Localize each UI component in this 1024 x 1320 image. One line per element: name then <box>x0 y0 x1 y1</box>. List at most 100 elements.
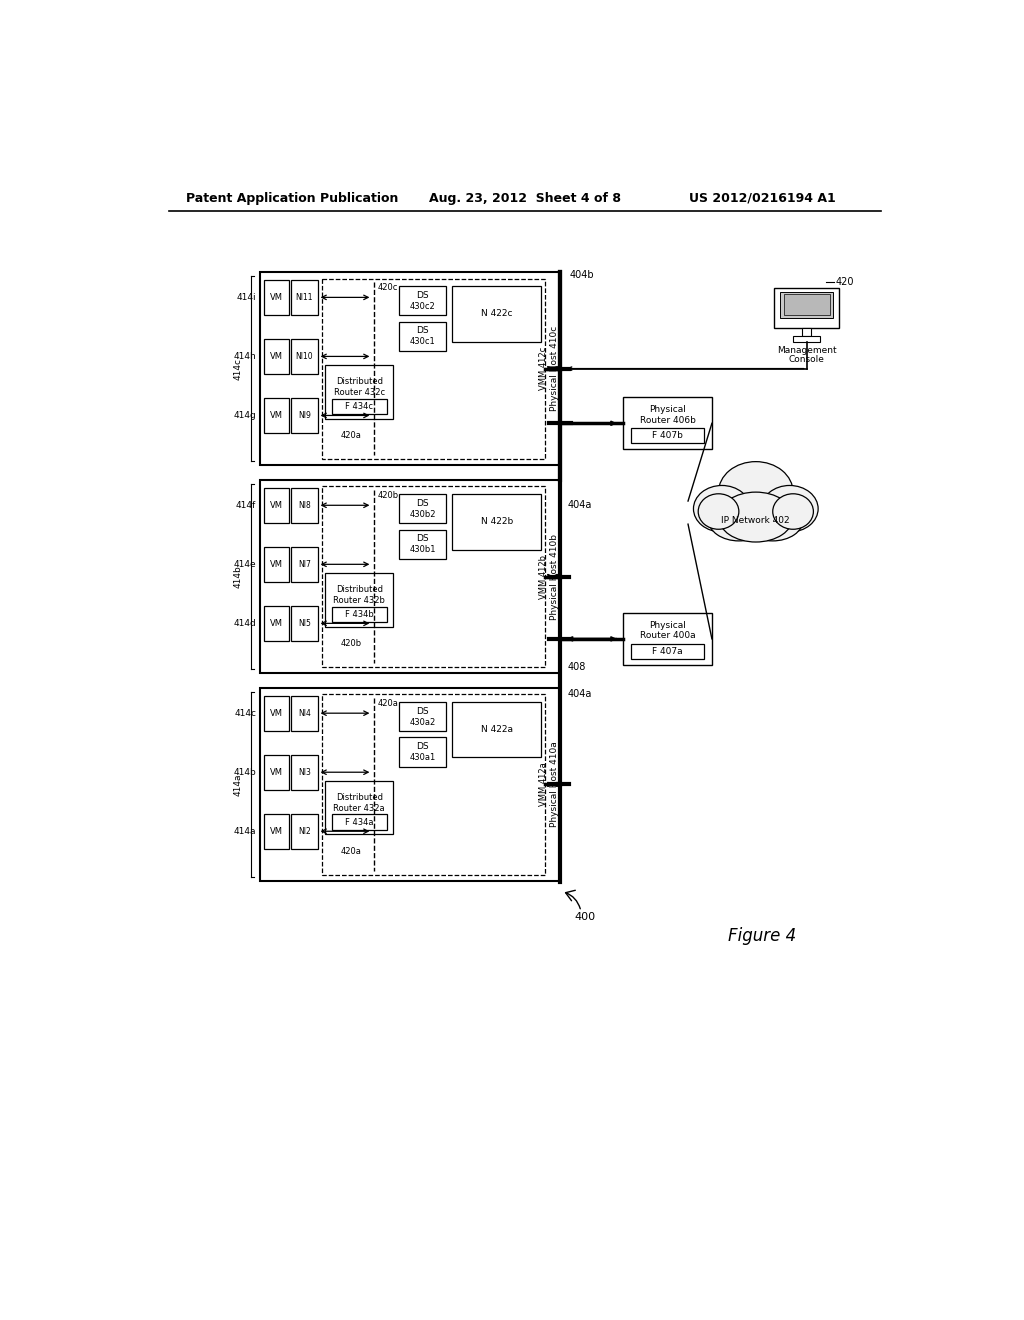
Bar <box>326 364 393 418</box>
Text: Figure 4: Figure 4 <box>728 927 796 945</box>
Bar <box>624 612 712 665</box>
Bar <box>398 702 446 731</box>
Text: DS: DS <box>416 742 429 751</box>
Bar <box>326 780 393 834</box>
Text: 430b2: 430b2 <box>410 510 435 519</box>
Text: 404a: 404a <box>568 500 592 510</box>
Bar <box>398 322 446 351</box>
Text: 430c1: 430c1 <box>410 337 435 346</box>
Bar <box>631 428 705 444</box>
Text: 420: 420 <box>836 277 854 286</box>
Bar <box>398 286 446 315</box>
Bar <box>264 488 289 523</box>
Text: 414h: 414h <box>233 352 256 360</box>
Ellipse shape <box>773 494 813 529</box>
Text: 414b: 414b <box>233 565 243 587</box>
Text: DS: DS <box>416 326 429 335</box>
Text: VM: VM <box>270 411 283 420</box>
Bar <box>291 280 317 314</box>
Text: NI8: NI8 <box>298 500 310 510</box>
FancyArrowPatch shape <box>565 890 581 908</box>
Text: DS: DS <box>416 290 429 300</box>
Text: 420a: 420a <box>340 432 361 440</box>
Bar <box>802 327 811 335</box>
Ellipse shape <box>693 486 751 532</box>
Text: 408: 408 <box>568 661 587 672</box>
Bar <box>260 688 560 880</box>
Text: F 434c: F 434c <box>345 401 374 411</box>
Text: F 434a: F 434a <box>345 817 374 826</box>
Bar <box>783 294 829 315</box>
Text: VMM 412a: VMM 412a <box>539 763 548 807</box>
Bar <box>453 286 541 342</box>
Bar <box>453 494 541 549</box>
Ellipse shape <box>742 499 803 541</box>
Text: NI11: NI11 <box>296 293 313 302</box>
Text: 430a2: 430a2 <box>410 718 435 726</box>
Bar <box>291 814 317 849</box>
Ellipse shape <box>709 499 769 541</box>
Text: 414f: 414f <box>236 500 256 510</box>
Text: 414i: 414i <box>237 293 256 302</box>
Text: Physical: Physical <box>649 405 686 414</box>
Bar <box>264 546 289 582</box>
Text: VMM 412c: VMM 412c <box>539 347 548 391</box>
Text: 430a1: 430a1 <box>410 752 435 762</box>
Bar <box>624 397 712 449</box>
Text: VM: VM <box>270 768 283 776</box>
Text: Router 432c: Router 432c <box>334 388 385 397</box>
Bar <box>291 339 317 374</box>
Text: VM: VM <box>270 709 283 718</box>
Bar <box>326 573 393 627</box>
Bar <box>260 272 560 465</box>
Text: VM: VM <box>270 619 283 628</box>
Text: VMM 412b: VMM 412b <box>539 554 548 598</box>
Text: NI3: NI3 <box>298 768 310 776</box>
Bar <box>264 696 289 730</box>
Text: Router 432b: Router 432b <box>334 595 385 605</box>
Text: 414a: 414a <box>233 774 243 796</box>
Text: F 434b: F 434b <box>345 610 374 619</box>
Text: Physical Host 410c: Physical Host 410c <box>550 326 558 412</box>
Text: DS: DS <box>416 535 429 544</box>
Bar <box>322 487 545 667</box>
Text: Patent Application Publication: Patent Application Publication <box>186 191 398 205</box>
Text: Router 400a: Router 400a <box>640 631 695 640</box>
Text: Aug. 23, 2012  Sheet 4 of 8: Aug. 23, 2012 Sheet 4 of 8 <box>429 191 621 205</box>
Text: 414b: 414b <box>233 768 256 776</box>
Text: Physical: Physical <box>649 620 686 630</box>
Text: NI9: NI9 <box>298 411 310 420</box>
Text: N 422c: N 422c <box>481 309 512 318</box>
Bar <box>631 644 705 659</box>
Text: 414d: 414d <box>233 619 256 628</box>
Text: 420b: 420b <box>340 639 361 648</box>
Text: 404b: 404b <box>569 271 594 280</box>
Text: VM: VM <box>270 352 283 360</box>
Text: DS: DS <box>416 499 429 508</box>
Text: Physical Host 410a: Physical Host 410a <box>550 742 558 828</box>
Bar <box>322 694 545 874</box>
Text: NI4: NI4 <box>298 709 310 718</box>
Bar <box>264 606 289 640</box>
Bar <box>398 529 446 558</box>
Text: Console: Console <box>788 355 824 364</box>
Text: 414c: 414c <box>234 709 256 718</box>
Text: 414g: 414g <box>233 411 256 420</box>
Bar <box>260 480 560 673</box>
Text: NI7: NI7 <box>298 560 310 569</box>
Text: 400: 400 <box>574 912 595 921</box>
Bar <box>291 399 317 433</box>
Text: Physical Host 410b: Physical Host 410b <box>550 533 558 619</box>
Bar <box>398 738 446 767</box>
Text: Distributed: Distributed <box>336 793 383 803</box>
Text: 404a: 404a <box>568 689 592 698</box>
Text: NI5: NI5 <box>298 619 310 628</box>
Text: NI10: NI10 <box>295 352 313 360</box>
Text: 414e: 414e <box>233 560 256 569</box>
Text: IP Network 402: IP Network 402 <box>722 516 791 525</box>
Bar <box>793 335 820 342</box>
Text: Router 406b: Router 406b <box>640 416 695 425</box>
Bar <box>264 814 289 849</box>
Text: 420a: 420a <box>340 847 361 855</box>
Text: 430b1: 430b1 <box>410 545 435 554</box>
